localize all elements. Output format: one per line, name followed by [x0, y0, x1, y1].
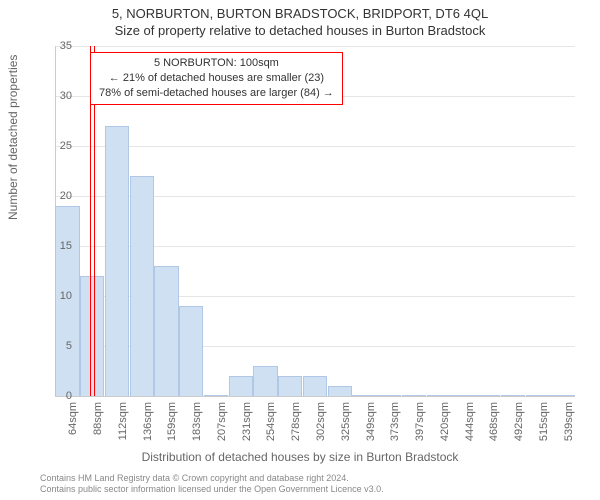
footer-line1: Contains HM Land Registry data © Crown c…	[40, 473, 384, 485]
bar	[154, 266, 178, 396]
x-tick-label: 515sqm	[538, 402, 550, 462]
gridline	[55, 146, 575, 147]
bar	[501, 395, 525, 396]
bar	[80, 276, 104, 396]
x-tick-label: 136sqm	[142, 402, 154, 462]
bar	[179, 306, 203, 396]
x-axis	[55, 396, 575, 397]
bar	[229, 376, 253, 396]
x-tick-label: 207sqm	[216, 402, 228, 462]
y-axis-title: Number of detached properties	[6, 55, 20, 220]
bar	[253, 366, 277, 396]
bar	[427, 395, 451, 396]
y-tick-label: 15	[42, 240, 72, 252]
page-subtitle: Size of property relative to detached ho…	[0, 21, 600, 38]
x-tick-label: 254sqm	[265, 402, 277, 462]
footer-line2: Contains public sector information licen…	[40, 484, 384, 496]
x-tick-label: 112sqm	[117, 402, 129, 462]
x-tick-label: 64sqm	[67, 402, 79, 462]
x-tick-label: 468sqm	[488, 402, 500, 462]
annotation-line3: 78% of semi-detached houses are larger (…	[99, 86, 334, 101]
x-tick-label: 325sqm	[340, 402, 352, 462]
x-tick-label: 231sqm	[241, 402, 253, 462]
annotation-line2: ← 21% of detached houses are smaller (23…	[99, 71, 334, 86]
x-tick-label: 278sqm	[290, 402, 302, 462]
y-tick-label: 35	[42, 40, 72, 52]
x-tick-label: 539sqm	[563, 402, 575, 462]
bar	[377, 395, 401, 396]
bar	[476, 395, 500, 396]
gridline	[55, 46, 575, 47]
bar	[278, 376, 302, 396]
bar	[526, 395, 550, 396]
y-tick-label: 20	[42, 190, 72, 202]
y-tick-label: 25	[42, 140, 72, 152]
page-title: 5, NORBURTON, BURTON BRADSTOCK, BRIDPORT…	[0, 0, 600, 21]
bar	[303, 376, 327, 396]
bar	[352, 395, 376, 396]
x-tick-label: 420sqm	[439, 402, 451, 462]
bar	[105, 126, 129, 396]
bar	[130, 176, 154, 396]
x-tick-label: 159sqm	[166, 402, 178, 462]
bar	[550, 395, 574, 396]
x-tick-label: 492sqm	[513, 402, 525, 462]
y-tick-label: 10	[42, 290, 72, 302]
x-tick-label: 349sqm	[365, 402, 377, 462]
footer: Contains HM Land Registry data © Crown c…	[40, 473, 384, 496]
bar	[204, 395, 228, 396]
x-tick-label: 88sqm	[92, 402, 104, 462]
y-tick-label: 0	[42, 390, 72, 402]
x-tick-label: 397sqm	[414, 402, 426, 462]
x-tick-label: 302sqm	[315, 402, 327, 462]
x-tick-label: 444sqm	[464, 402, 476, 462]
x-tick-label: 183sqm	[191, 402, 203, 462]
x-tick-label: 373sqm	[389, 402, 401, 462]
y-tick-label: 5	[42, 340, 72, 352]
bar	[328, 386, 352, 396]
bar	[451, 395, 475, 396]
y-tick-label: 30	[42, 90, 72, 102]
bar	[402, 395, 426, 396]
annotation-line1: 5 NORBURTON: 100sqm	[99, 56, 334, 71]
annotation-box: 5 NORBURTON: 100sqm← 21% of detached hou…	[90, 52, 343, 105]
